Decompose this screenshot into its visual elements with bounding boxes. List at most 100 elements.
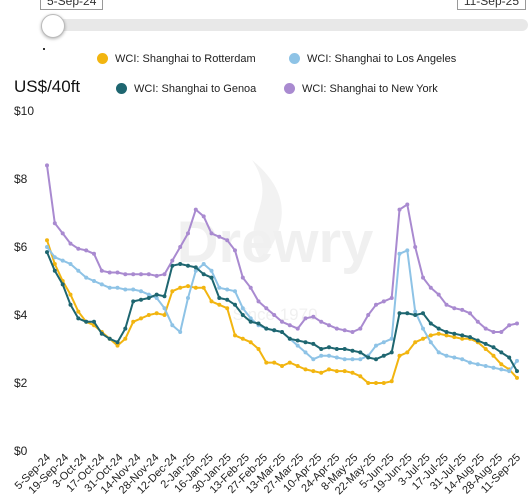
data-point[interactable] [311,369,316,374]
data-point[interactable] [452,335,457,340]
data-point[interactable] [162,306,167,311]
legend-item-new-york[interactable]: WCI: Shanghai to New York [284,82,438,96]
data-point[interactable] [468,335,472,340]
data-point[interactable] [186,284,190,289]
data-point[interactable] [287,336,292,341]
data-point[interactable] [334,326,339,331]
data-point[interactable] [146,313,151,317]
data-point[interactable] [483,347,488,351]
data-point[interactable] [287,323,292,328]
data-point[interactable] [381,353,386,358]
data-point[interactable] [233,248,237,253]
data-point[interactable] [507,355,512,360]
data-point[interactable] [460,357,465,362]
data-point[interactable] [358,374,363,379]
data-point[interactable] [225,287,230,292]
data-point[interactable] [131,299,136,304]
data-point[interactable] [240,336,245,341]
data-point[interactable] [374,343,378,348]
data-point[interactable] [92,279,96,283]
data-point[interactable] [60,282,65,287]
data-point[interactable] [295,364,300,368]
data-point[interactable] [225,306,230,311]
data-point[interactable] [264,306,269,311]
data-point[interactable] [507,323,512,328]
data-point[interactable] [186,296,190,300]
data-point[interactable] [107,270,112,275]
data-point[interactable] [428,285,433,290]
data-point[interactable] [381,381,386,385]
data-point[interactable] [405,202,410,207]
data-point[interactable] [68,241,73,246]
data-point[interactable] [60,258,65,263]
data-point[interactable] [452,331,457,336]
data-point[interactable] [170,263,175,268]
data-point[interactable] [201,285,206,290]
data-point[interactable] [240,306,245,311]
data-point[interactable] [45,238,49,243]
data-point[interactable] [217,234,222,239]
data-point[interactable] [233,302,237,307]
data-point[interactable] [248,319,253,324]
data-point[interactable] [201,214,206,219]
data-point[interactable] [460,307,465,312]
data-point[interactable] [295,338,300,343]
data-point[interactable] [170,258,175,263]
data-point[interactable] [499,367,504,372]
data-point[interactable] [475,338,480,343]
data-point[interactable] [193,265,198,270]
data-point[interactable] [52,268,57,273]
data-point[interactable] [389,379,394,384]
data-point[interactable] [107,336,112,341]
data-point[interactable] [139,297,143,302]
data-point[interactable] [256,347,261,351]
data-point[interactable] [52,221,57,226]
data-point[interactable] [515,321,519,326]
data-point[interactable] [76,309,81,314]
data-point[interactable] [209,231,214,236]
data-point[interactable] [92,251,96,256]
data-point[interactable] [483,326,488,331]
data-point[interactable] [233,333,237,338]
data-point[interactable] [327,345,331,350]
data-point[interactable] [389,296,394,300]
data-point[interactable] [295,326,300,331]
data-point[interactable] [60,231,65,236]
data-point[interactable] [358,326,363,331]
data-point[interactable] [280,330,284,334]
data-point[interactable] [405,248,410,253]
data-point[interactable] [342,328,347,333]
data-point[interactable] [84,275,89,280]
data-point[interactable] [264,326,269,331]
data-point[interactable] [374,381,378,385]
data-point[interactable] [444,333,449,338]
data-point[interactable] [84,248,89,253]
data-point[interactable] [413,309,418,314]
data-point[interactable] [178,285,183,290]
data-point[interactable] [428,333,433,338]
data-point[interactable] [186,231,190,236]
data-point[interactable] [139,289,143,294]
data-point[interactable] [287,360,292,365]
slider-track[interactable] [44,19,528,31]
data-point[interactable] [256,321,261,326]
data-point[interactable] [154,292,159,297]
data-point[interactable] [468,311,472,316]
data-point[interactable] [170,289,175,294]
data-point[interactable] [491,353,496,358]
data-point[interactable] [468,360,472,365]
data-point[interactable] [421,275,425,280]
data-point[interactable] [248,340,253,345]
data-point[interactable] [68,292,73,297]
data-point[interactable] [272,360,277,365]
data-point[interactable] [444,330,449,334]
data-point[interactable] [421,311,425,316]
data-point[interactable] [115,285,120,290]
data-point[interactable] [52,255,57,260]
data-point[interactable] [123,287,128,292]
data-point[interactable] [99,268,104,273]
data-point[interactable] [311,341,316,346]
data-point[interactable] [201,272,206,277]
data-point[interactable] [436,350,441,355]
data-point[interactable] [413,313,418,317]
